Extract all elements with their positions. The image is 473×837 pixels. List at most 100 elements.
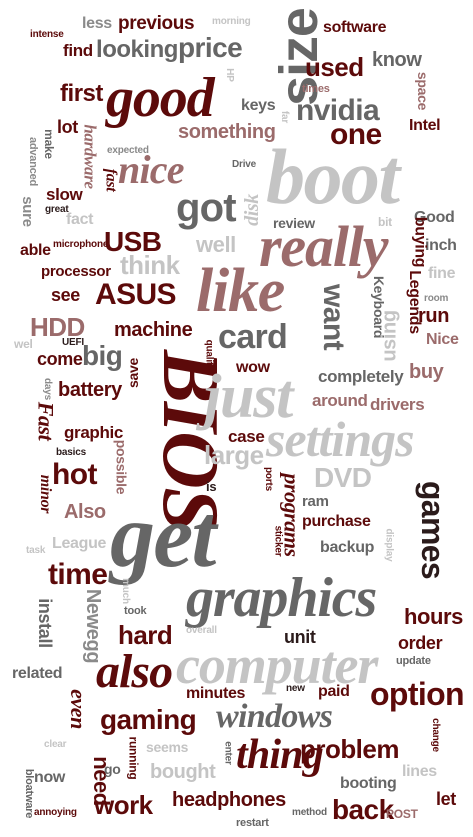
word-expected: expected xyxy=(107,145,149,156)
word-DVD: DVD xyxy=(314,462,372,493)
word-HP: HP xyxy=(223,68,235,82)
word-previous: previous xyxy=(118,13,195,34)
word-Nice: Nice xyxy=(426,331,459,348)
word-back: back xyxy=(332,794,394,825)
word-wow: wow xyxy=(236,359,270,376)
word-around: around xyxy=(312,391,368,410)
word-find: find xyxy=(63,41,93,60)
word-POST: POST xyxy=(386,807,418,821)
word-overall: overall xyxy=(186,625,217,636)
word-clear: clear xyxy=(44,739,67,750)
word-computer: computer xyxy=(176,635,378,695)
word-days: days xyxy=(42,378,53,400)
word-think: think xyxy=(120,250,180,280)
word-nice: nice xyxy=(118,147,184,192)
word-price: price xyxy=(178,32,243,63)
word-drivers: drivers xyxy=(370,395,425,414)
word-come: come xyxy=(37,349,83,369)
word-see: see xyxy=(51,285,80,305)
word-UEFI: UEFI xyxy=(62,337,84,348)
word-completely: completely xyxy=(318,367,404,386)
word-hard: hard xyxy=(118,620,173,650)
word-like: like xyxy=(196,257,285,325)
word-Intel: Intel xyxy=(409,117,441,134)
word-card: card xyxy=(218,318,288,356)
word-inch: inch xyxy=(425,237,457,254)
word-save: save xyxy=(125,357,142,389)
word-wel: wel xyxy=(14,337,33,351)
word-bit: bit xyxy=(378,215,392,229)
word-USB: USB xyxy=(104,226,162,257)
word-just: just xyxy=(204,363,293,431)
word-graphic: graphic xyxy=(64,423,124,442)
word-one: one xyxy=(330,118,382,151)
word-really: really xyxy=(259,214,388,279)
word-also: also xyxy=(96,645,173,698)
word-related: related xyxy=(12,665,63,682)
word-fine: fine xyxy=(428,265,456,282)
word-running: running xyxy=(126,736,141,780)
word-games: games xyxy=(415,480,452,580)
word-headphones: headphones xyxy=(172,789,286,811)
word-display: display xyxy=(383,528,395,562)
word-option: option xyxy=(370,676,465,712)
word-order: order xyxy=(398,633,443,653)
word-fast: fast xyxy=(102,168,120,192)
word-know: know xyxy=(372,49,422,71)
word-method: method xyxy=(292,807,327,818)
word-programs: programs xyxy=(279,473,305,557)
word-case: case xyxy=(228,427,265,446)
word-make: make xyxy=(41,129,56,159)
word-even: even xyxy=(65,689,91,729)
word-slow: slow xyxy=(46,185,83,204)
word-task: task xyxy=(26,545,46,556)
word-sure: sure xyxy=(18,196,36,227)
word-big: big xyxy=(82,340,123,371)
word-change: change xyxy=(429,718,441,752)
word-got: got xyxy=(176,186,237,230)
word-space: space xyxy=(415,71,432,111)
word-update: update xyxy=(396,655,431,667)
word-purchase: purchase xyxy=(302,513,371,530)
word-processor: processor xyxy=(41,263,111,280)
word-booting: booting xyxy=(340,775,397,792)
word-large: large xyxy=(204,440,264,470)
word-boot: boot xyxy=(266,133,400,220)
word-nvidia: nvidia xyxy=(296,94,380,127)
word-able: able xyxy=(20,242,51,259)
word-well: well xyxy=(196,232,236,257)
word-install: install xyxy=(34,598,55,648)
word-hours: hours xyxy=(404,604,463,629)
word-minutes: minutes xyxy=(186,685,246,702)
word-advanced: advanced xyxy=(27,137,39,186)
word-software: software xyxy=(323,19,387,36)
word-bloatware: bloatware xyxy=(23,768,36,819)
word-problem: problem xyxy=(300,734,399,764)
word-hot: hot xyxy=(52,458,97,491)
word-backup: backup xyxy=(320,539,375,556)
word-minor: minor xyxy=(37,474,55,514)
word-restart: restart xyxy=(236,817,269,829)
word-using: using xyxy=(378,310,401,362)
word-run: run xyxy=(418,305,450,327)
word-now: now xyxy=(34,769,66,786)
word-lot: lot xyxy=(57,117,78,137)
word-buy: buy xyxy=(409,361,444,383)
word-gaming: gaming xyxy=(100,704,197,735)
word-want: want xyxy=(316,284,350,350)
word-battery: battery xyxy=(58,379,122,401)
word-annoying: annoying xyxy=(34,807,77,818)
word-Also: Also xyxy=(64,501,106,523)
word-something: something xyxy=(178,121,276,143)
word-settings: settings xyxy=(266,411,415,467)
word-is: is xyxy=(206,479,217,494)
word-bought: bought xyxy=(150,761,216,783)
word-keys: keys xyxy=(241,97,276,114)
word-HDD: HDD xyxy=(30,312,85,342)
word-seems: seems xyxy=(146,739,189,755)
word-much: much xyxy=(119,578,131,604)
word-windows: windows xyxy=(216,698,333,735)
word-Drive: Drive xyxy=(232,159,257,170)
word-good: good xyxy=(106,67,215,129)
